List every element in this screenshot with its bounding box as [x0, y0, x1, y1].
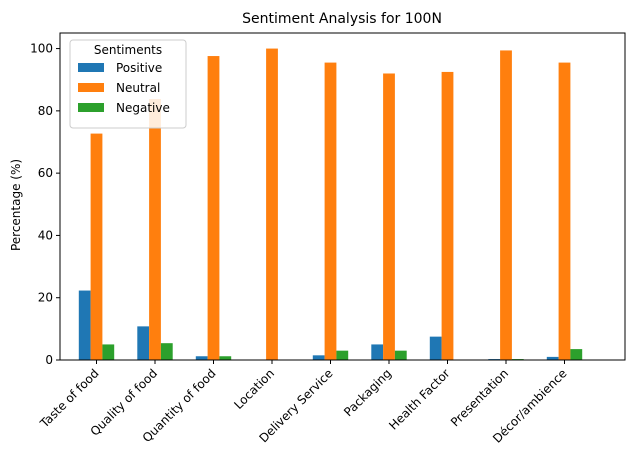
bar-negative-1: [160, 343, 173, 360]
legend-label-neutral: Neutral: [116, 81, 160, 95]
legend-label-positive: Positive: [116, 61, 162, 75]
y-tick-label: 20: [38, 291, 53, 305]
legend-title: Sentiments: [94, 43, 162, 57]
bar-neutral-2: [207, 56, 220, 361]
legend-label-negative: Negative: [116, 101, 170, 115]
bar-positive-2: [195, 356, 208, 360]
legend-swatch-negative: [78, 103, 104, 112]
y-tick-label: 100: [30, 42, 53, 56]
y-tick-label: 40: [38, 228, 53, 242]
bar-positive-4: [312, 355, 325, 360]
bar-positive-5: [371, 344, 384, 360]
bar-positive-1: [137, 326, 150, 360]
legend: Sentiments Positive Neutral Negative: [69, 39, 187, 129]
bar-positive-8: [546, 356, 559, 360]
bar-positive-0: [78, 290, 91, 360]
chart-title: Sentiment Analysis for 100N: [242, 11, 442, 27]
legend-swatch-positive: [78, 63, 104, 72]
y-axis: 0 20 40 60 80 100: [30, 42, 60, 367]
bar-neutral-5: [383, 73, 395, 361]
bars-group: [78, 48, 583, 361]
legend-swatch-neutral: [78, 83, 104, 92]
bar-negative-0: [102, 344, 115, 360]
bar-neutral-6: [441, 71, 454, 361]
bar-positive-6: [429, 336, 442, 360]
plot-frame: [59, 32, 626, 361]
y-axis-label: Percentage (%): [9, 159, 23, 251]
bar-negative-2: [219, 356, 232, 360]
bar-neutral-0: [90, 133, 103, 360]
bar-neutral-1: [149, 99, 161, 361]
y-tick-label: 60: [38, 166, 53, 180]
y-tick-label: 0: [45, 353, 53, 367]
bar-neutral-7: [500, 50, 512, 360]
bar-neutral-8: [558, 62, 571, 361]
bar-neutral-4: [324, 62, 337, 361]
bar-negative-8: [570, 349, 583, 360]
bar-negative-5: [394, 350, 407, 360]
bar-neutral-3: [266, 48, 278, 360]
y-tick-label: 80: [38, 104, 53, 118]
bar-negative-4: [336, 350, 349, 360]
